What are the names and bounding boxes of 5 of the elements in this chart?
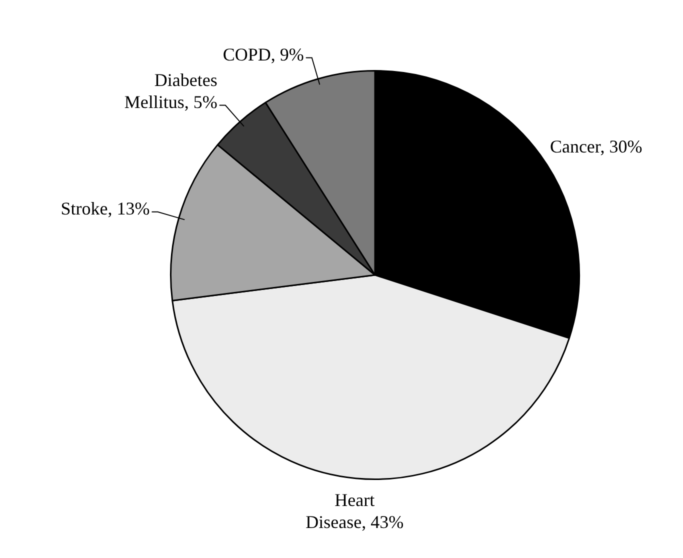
slice-label: Cancer, 30% bbox=[550, 136, 642, 157]
slice-label: Stroke, 13% bbox=[60, 198, 150, 219]
slice-label: Diabetes Mellitus, 5% bbox=[124, 70, 218, 112]
slice-label: Heart Disease, 43% bbox=[306, 490, 404, 532]
slice-label: COPD, 9% bbox=[222, 44, 304, 64]
